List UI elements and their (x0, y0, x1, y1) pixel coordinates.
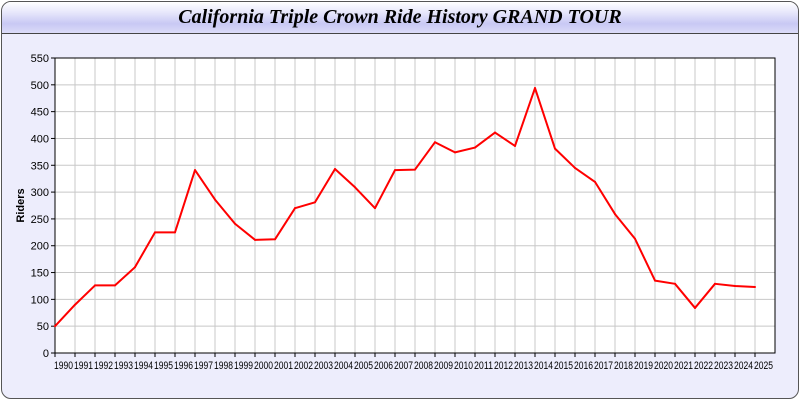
x-tick-label: 2019 (634, 360, 653, 372)
data-point (614, 213, 616, 216)
x-tick-label: 1994 (134, 360, 153, 372)
data-point (734, 284, 736, 287)
y-tick-label: 550 (31, 53, 49, 65)
y-tick-label: 200 (31, 241, 49, 253)
x-tick-label: 2017 (594, 360, 613, 372)
x-tick-label: 2013 (514, 360, 533, 372)
data-point (494, 131, 496, 134)
data-point (354, 186, 356, 189)
data-point (54, 325, 56, 328)
x-tick-label: 2021 (674, 360, 693, 372)
data-point (174, 231, 176, 234)
y-tick-label: 350 (31, 160, 49, 172)
x-tick-label: 2014 (534, 360, 553, 372)
data-point (94, 284, 96, 287)
x-tick-label: 1991 (74, 360, 93, 372)
x-tick-label: 1993 (114, 360, 133, 372)
data-point (154, 231, 156, 234)
y-tick-label: 500 (31, 80, 49, 92)
x-tick-label: 1998 (214, 360, 233, 372)
x-tick-label: 1996 (174, 360, 193, 372)
data-point (674, 282, 676, 285)
data-point (194, 169, 196, 172)
data-point (454, 151, 456, 154)
x-tick-label: 2024 (734, 360, 753, 372)
y-tick-label: 400 (31, 133, 49, 145)
data-point (474, 146, 476, 149)
x-tick-label: 2002 (294, 360, 313, 372)
series-line (54, 87, 756, 327)
data-point (654, 279, 656, 282)
data-point (414, 168, 416, 171)
x-tick-label: 2023 (714, 360, 733, 372)
data-point (134, 266, 136, 269)
data-point (594, 180, 596, 183)
data-point (374, 207, 376, 210)
data-point (574, 166, 576, 169)
x-tick-label: 2007 (394, 360, 413, 372)
data-point (634, 237, 636, 240)
x-tick-label: 2009 (434, 360, 453, 372)
y-tick-label: 300 (31, 187, 49, 199)
data-point (394, 169, 396, 172)
data-point (294, 207, 296, 210)
data-point (114, 284, 116, 287)
data-point (514, 144, 516, 147)
y-tick-label: 250 (31, 214, 49, 226)
data-point (74, 303, 76, 306)
x-tick-label: 2018 (614, 360, 633, 372)
x-tick-label: 2004 (334, 360, 353, 372)
x-tick-label: 2005 (354, 360, 373, 372)
title-bar: California Triple Crown Ride History GRA… (2, 2, 798, 34)
x-tick-label: 2025 (754, 360, 773, 372)
data-point (334, 168, 336, 171)
chart-title: California Triple Crown Ride History GRA… (178, 6, 622, 28)
x-tick-label: 2008 (414, 360, 433, 372)
x-tick-label: 1997 (194, 360, 213, 372)
x-tick-label: 1990 (54, 360, 73, 372)
x-tick-label: 2022 (694, 360, 713, 372)
y-tick-label: 100 (31, 294, 49, 306)
y-tick-label: 50 (37, 321, 49, 333)
data-point (234, 222, 236, 225)
x-tick-label: 1995 (154, 360, 173, 372)
x-tick-label: 1999 (234, 360, 253, 372)
data-point (534, 87, 536, 90)
data-point (254, 238, 256, 241)
y-tick-label: 450 (31, 107, 49, 119)
data-point (434, 141, 436, 144)
y-axis-label: Riders (15, 188, 27, 222)
data-point (754, 286, 756, 289)
x-tick-label: 2016 (574, 360, 593, 372)
x-tick-label: 2010 (454, 360, 473, 372)
x-tick-label: 1992 (94, 360, 113, 372)
x-tick-label: 2003 (314, 360, 333, 372)
data-point (694, 306, 696, 309)
data-point (554, 147, 556, 150)
x-tick-label: 2000 (254, 360, 273, 372)
data-point (314, 201, 316, 204)
data-point (274, 238, 276, 241)
x-tick-label: 2001 (274, 360, 293, 372)
x-tick-label: 2011 (474, 360, 493, 372)
y-tick-label: 150 (31, 268, 49, 280)
x-tick-label: 2012 (494, 360, 513, 372)
x-tick-label: 2020 (654, 360, 673, 372)
data-point (214, 198, 216, 201)
x-tick-label: 2015 (554, 360, 573, 372)
x-tick-label: 2006 (374, 360, 393, 372)
data-point (714, 282, 716, 285)
y-tick-label: 0 (43, 348, 49, 360)
